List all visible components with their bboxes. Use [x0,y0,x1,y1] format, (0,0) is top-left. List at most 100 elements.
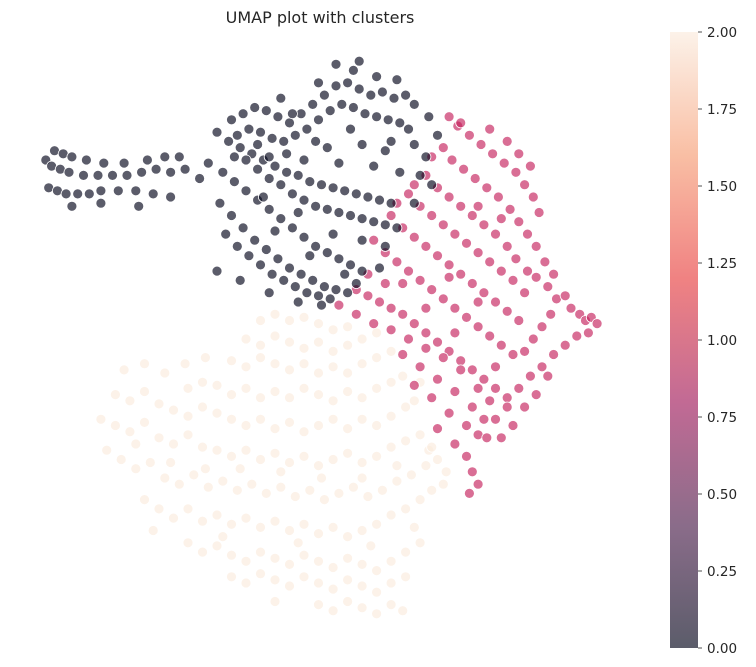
scatter-point [211,379,223,391]
scatter-point [400,571,412,583]
scatter-point [263,203,275,215]
scatter-point [173,151,185,163]
scatter-point [223,135,235,147]
scatter-point [437,219,449,231]
colorbar-gradient [670,32,698,648]
scatter-point [220,228,232,240]
scatter-point [269,515,281,527]
scatter-point [240,154,252,166]
scatter-point [403,333,414,345]
scatter-point [255,392,266,404]
scatter-point [199,352,211,364]
scatter-point [455,200,467,212]
scatter-point [466,401,478,413]
scatter-point [365,89,377,101]
scatter-point [408,99,420,110]
scatter-point [356,213,368,225]
scatter-point [478,373,490,385]
scatter-point [455,364,467,376]
scatter-point [362,191,374,203]
scatter-point [382,114,394,126]
scatter-point [240,444,252,456]
scatter-point [318,89,330,101]
scatter-point [510,253,522,265]
scatter-point [234,142,246,154]
scatter-point [371,352,383,364]
colorbar-ticks: 0.00 0.25 0.50 0.75 1.00 1.25 1.50 1.75 2.00 [698,25,737,657]
scatter-point [542,370,554,382]
scatter-point [321,203,333,215]
scatter-point [313,77,324,89]
scatter-point [313,114,324,126]
scatter-point [313,318,324,330]
colorbar-tick-label: 1.00 [707,333,737,349]
scatter-point [269,574,281,586]
scatter-point [289,491,301,502]
scatter-point [536,321,548,333]
scatter-point [231,129,243,141]
scatter-point [310,200,322,212]
scatter-point [449,438,461,450]
scatter-point [269,225,281,237]
scatter-point [202,481,214,493]
scatter-point [255,126,266,138]
scatter-point [495,213,507,225]
scatter-point [298,571,310,583]
scatter-point [368,160,380,172]
scatter-point [240,185,252,197]
scatter-point [153,398,165,410]
scatter-point [188,469,200,481]
scatter-point [226,389,237,401]
scatter-point [214,197,226,209]
scatter-point [139,416,150,428]
scatter-point [168,404,179,416]
scatter-point [240,420,252,431]
scatter-point [257,191,269,203]
scatter-point [519,345,530,357]
scatter-point [298,549,310,561]
scatter-point [199,463,211,475]
scatter-point [374,262,385,274]
scatter-point [255,413,266,425]
scatter-point [519,179,530,191]
scatter-point [391,222,403,234]
scatter-point [318,281,330,293]
scatter-point [542,281,554,293]
scatter-point [292,296,304,308]
scatter-point [385,324,397,336]
scatter-point [327,583,339,595]
scatter-point [437,142,449,154]
cluster-0-points [40,55,443,311]
scatter-point [121,169,133,181]
scatter-point [226,210,237,221]
scatter-point [478,413,490,425]
scatter-point [426,210,438,221]
scatter-point [440,466,452,478]
scatter-point [472,247,484,259]
scatter-point [484,256,496,268]
scatter-point [513,148,525,160]
scatter-point [371,450,383,462]
scatter-point [313,599,324,610]
chart-title: UMAP plot with clusters [226,8,415,27]
scatter-point [333,253,345,265]
scatter-point [330,58,342,70]
scatter-point [168,438,179,450]
scatter-point [371,420,383,431]
scatter-point [255,315,266,326]
scatter-point [345,123,356,135]
scatter-point [112,185,124,197]
scatter-point [385,135,397,147]
scatter-point [289,129,301,141]
scatter-point [420,342,432,354]
scatter-point [420,302,432,314]
scatter-point [330,80,342,92]
scatter-point [362,491,374,502]
scatter-point [466,210,478,221]
scatter-point [356,559,368,570]
scatter-point [194,173,206,184]
scatter-point [226,355,237,367]
scatter-point [284,315,295,326]
scatter-point [165,457,177,468]
scatter-point [408,379,420,391]
